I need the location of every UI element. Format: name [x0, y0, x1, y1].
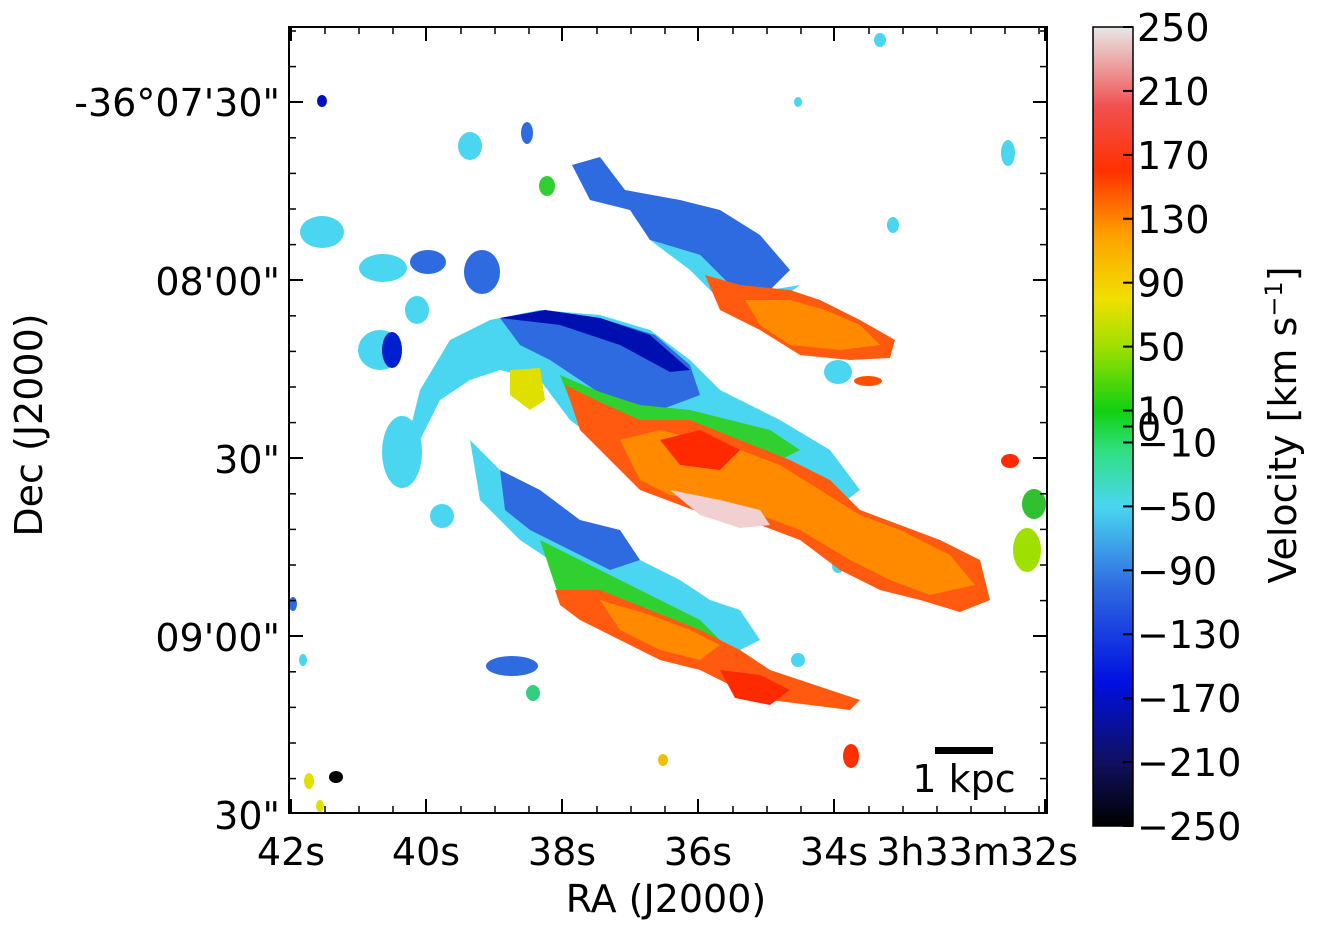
scale-bar-label: 1 kpc	[912, 757, 1015, 801]
blob	[458, 132, 482, 160]
major-ticks	[289, 27, 1047, 814]
colorbar-tick-label: 170	[1137, 134, 1210, 178]
colorbar-tick-label: −170	[1137, 677, 1241, 721]
x-tick-label: 42s	[257, 830, 325, 874]
blob	[289, 597, 297, 611]
blob	[300, 216, 344, 248]
blob	[824, 360, 852, 384]
minor-ticks	[289, 27, 1047, 813]
colorbar-tick-label: −210	[1137, 741, 1241, 785]
blob	[382, 332, 402, 368]
y-tick-label: -36°07'30"	[74, 81, 280, 125]
y-axis-label: Dec (J2000)	[7, 313, 51, 536]
blob	[854, 376, 882, 386]
x-tick-label: 36s	[664, 830, 732, 874]
blob	[299, 654, 307, 666]
blob	[486, 656, 538, 676]
x-tick-label: 40s	[392, 830, 460, 874]
colorbar-tick-label: 130	[1137, 198, 1210, 242]
y-tick-label: 30"	[214, 438, 280, 482]
blob	[791, 653, 805, 667]
colorbar-tick-label: 10	[1137, 390, 1185, 434]
ne-arm-cyan	[650, 240, 800, 300]
colorbar-tick-label: 250	[1137, 6, 1210, 50]
blob	[304, 773, 314, 789]
colorbar-tick-label: −130	[1137, 613, 1241, 657]
colorbar-label: Velocity [km s−1]	[1260, 266, 1305, 583]
blob	[521, 122, 533, 144]
bar-pale	[670, 490, 770, 528]
blob	[1001, 454, 1019, 468]
bar-dark-blue	[500, 310, 690, 372]
sw-arm-red-tip	[720, 670, 790, 705]
beam-marker	[329, 771, 343, 783]
blob	[464, 250, 500, 294]
blob	[410, 250, 446, 274]
bar-green	[560, 375, 800, 460]
y-tick-label: 30"	[214, 794, 280, 838]
blob	[1022, 489, 1046, 519]
colorbar-tick-label: 210	[1137, 70, 1210, 114]
bar-orange	[620, 430, 975, 595]
y-tick-label: 08'00"	[155, 260, 280, 304]
colorbar-tick-label: 90	[1137, 262, 1185, 306]
bar-bright-red	[660, 430, 740, 470]
y-tick-label: 09'00"	[155, 616, 280, 660]
blob	[1001, 140, 1015, 166]
colorbar-tick-label: −10	[1137, 421, 1217, 465]
blob	[874, 33, 886, 47]
colorbar-ticks	[1123, 26, 1133, 827]
colorbar-tick-label: −90	[1137, 549, 1217, 593]
blob	[794, 97, 802, 107]
blob	[359, 254, 407, 282]
blob	[382, 416, 422, 488]
blob	[405, 296, 429, 324]
blob	[526, 685, 540, 701]
blob	[316, 800, 324, 812]
colorbar-tick-label: −50	[1137, 485, 1217, 529]
colorbar-tick-label: 50	[1137, 326, 1185, 370]
blob	[887, 217, 899, 233]
blob	[658, 754, 668, 766]
colorbar-tick-label: 0	[1137, 406, 1161, 450]
plot-frame	[288, 26, 1048, 814]
blob	[843, 744, 859, 768]
blob	[1013, 528, 1041, 572]
x-tick-label: 3h33m32s	[876, 830, 1078, 874]
bar-yellow	[510, 368, 545, 410]
blob	[539, 176, 555, 196]
sw-arm-orange	[600, 600, 720, 660]
colorbar-tick-labels: 250 210 170 130 90 50 100−10 −50 −90 −130 −170 −210…	[1137, 6, 1241, 849]
blob	[430, 504, 454, 528]
x-axis-label: RA (J2000)	[566, 877, 767, 921]
colorbar-tick-label: −250	[1137, 805, 1241, 849]
sw-arm-blue	[500, 470, 640, 570]
blob	[317, 95, 327, 107]
scale-bar	[935, 747, 993, 754]
velocity-field	[289, 33, 1046, 812]
x-tick-label: 34s	[800, 830, 868, 874]
ne-arm-orange	[745, 300, 880, 350]
ne-arm-blue	[572, 157, 790, 290]
x-tick-label: 38s	[528, 830, 596, 874]
